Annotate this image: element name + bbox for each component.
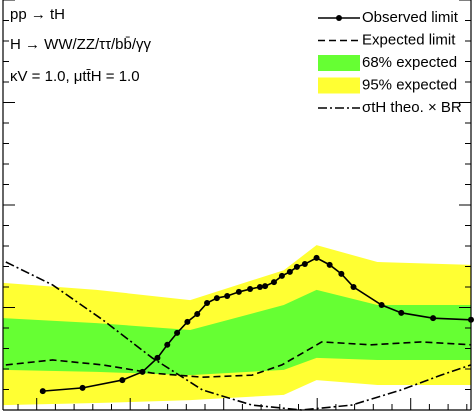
marker (301, 261, 308, 268)
legend-swatch (336, 15, 342, 21)
marker (224, 293, 231, 300)
marker (164, 341, 171, 348)
marker (39, 388, 46, 395)
marker (119, 377, 126, 384)
marker (278, 272, 285, 279)
annotation: pp → tH (10, 6, 65, 23)
marker (235, 288, 242, 295)
marker (256, 284, 263, 290)
marker (286, 268, 293, 275)
marker (338, 270, 345, 277)
legend-label: 68% expected (362, 54, 457, 71)
marker (184, 318, 191, 325)
legend-label: 95% expected (362, 76, 457, 93)
legend-label: σtH theo. × BR (362, 99, 462, 116)
annotation: κV = 1.0, μtt̄H = 1.0 (10, 68, 140, 85)
marker (293, 263, 300, 270)
marker (398, 309, 405, 316)
legend-label: Expected limit (362, 31, 456, 48)
marker (79, 384, 86, 391)
line (5, 341, 472, 379)
marker (313, 254, 320, 261)
marker (213, 295, 220, 302)
marker (378, 302, 385, 309)
legend-swatch (318, 77, 360, 94)
plot-area (3, 245, 474, 411)
annotation: H → WW/ZZ/ττ/bb̄/γγ (10, 36, 152, 53)
marker (350, 284, 357, 290)
marker (270, 279, 277, 286)
marker (154, 354, 161, 361)
marker (430, 315, 437, 322)
band (3, 289, 471, 376)
marker (194, 311, 201, 318)
marker (174, 329, 181, 336)
line (5, 261, 472, 411)
marker (326, 261, 333, 268)
marker (262, 283, 269, 290)
marker (204, 299, 211, 306)
legend-swatch (318, 55, 360, 71)
marker (247, 286, 254, 293)
legend-label: Observed limit (362, 9, 459, 26)
